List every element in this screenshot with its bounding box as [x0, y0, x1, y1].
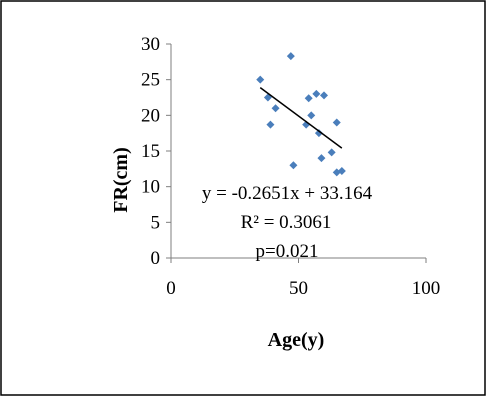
data-point: [286, 52, 295, 61]
data-point: [317, 154, 326, 163]
trendline-group: [259, 87, 343, 149]
data-points-group: [256, 52, 346, 177]
y-tick-label: 20: [141, 105, 160, 126]
tick-labels-group: 0 5 10 15 20 25 30 0 50 100: [141, 34, 440, 299]
trendline-equation: y = -0.2651x + 33.164: [202, 183, 373, 204]
data-point: [266, 120, 275, 129]
tick-marks-group: [166, 43, 427, 263]
data-point: [332, 118, 341, 127]
p-value-label: p=0.021: [256, 241, 319, 262]
y-tick-label: 10: [141, 177, 160, 198]
x-tick-label: 100: [412, 278, 441, 299]
data-point: [307, 111, 316, 120]
data-point: [337, 166, 346, 175]
y-tick-label: 30: [141, 34, 160, 55]
data-point: [314, 129, 323, 138]
y-tick-label: 5: [151, 212, 161, 233]
x-axis-title: Age(y): [268, 329, 325, 351]
y-tick-label: 15: [141, 141, 160, 162]
data-point: [289, 161, 298, 170]
x-tick-label: 0: [166, 278, 176, 299]
data-point: [271, 104, 280, 113]
data-point: [304, 94, 313, 103]
x-tick-label: 50: [289, 278, 308, 299]
r-squared-label: R² = 0.3061: [241, 212, 332, 233]
y-tick-label: 25: [141, 70, 160, 91]
trendline: [259, 87, 343, 149]
y-tick-label: 0: [151, 248, 161, 269]
data-point: [320, 91, 328, 100]
data-point: [327, 148, 336, 157]
y-axis-title: FR(cm): [110, 147, 132, 213]
data-point: [312, 89, 321, 98]
data-point: [256, 75, 265, 84]
